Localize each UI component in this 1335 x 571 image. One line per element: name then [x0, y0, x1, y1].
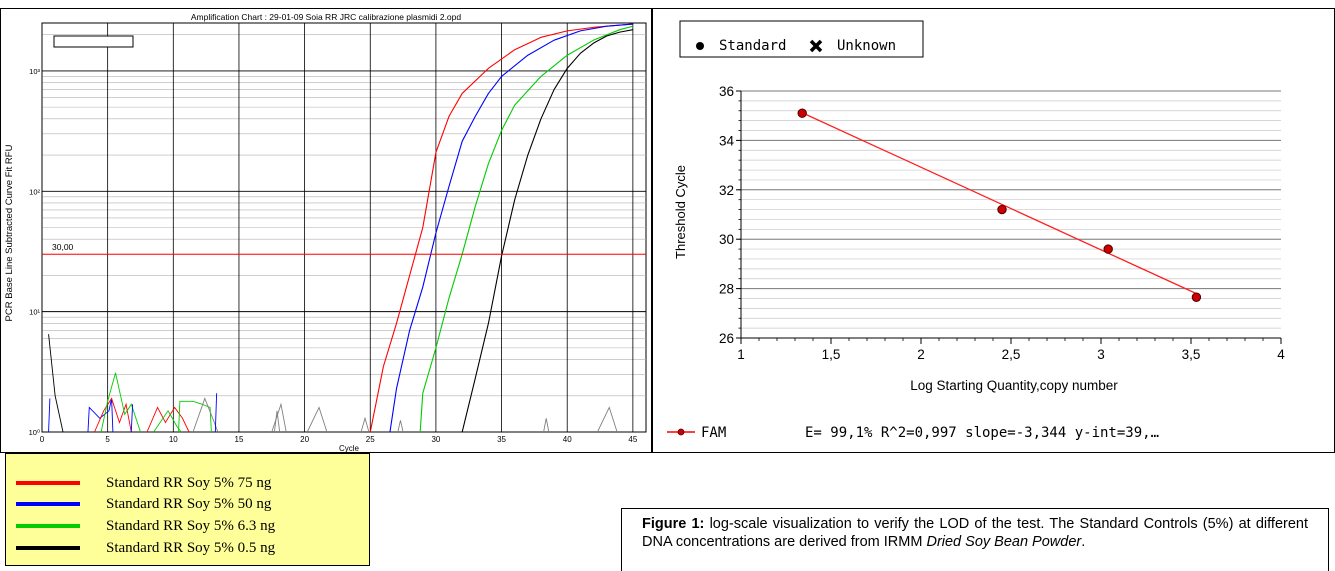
threshold-label: 30,00 — [52, 242, 74, 252]
fam-series-key: FAM — [667, 425, 726, 441]
amp-x-tick-label: 30 — [431, 435, 440, 444]
unknown-legend-label: Unknown — [837, 38, 896, 54]
amplification-curve — [369, 23, 633, 433]
amp-x-tick-label: 10 — [169, 435, 178, 444]
amp-x-tick-label: 35 — [497, 435, 506, 444]
std-y-tick-label: 36 — [719, 84, 734, 99]
legend-swatch — [16, 524, 80, 528]
caption-label: Figure 1: — [642, 516, 705, 532]
standard-marker-icon — [696, 42, 704, 50]
std-x-tick-label: 4 — [1277, 347, 1285, 362]
caption-end: . — [1081, 533, 1086, 550]
noise-trace — [214, 393, 218, 433]
std-plot-area — [741, 91, 1281, 338]
legend-swatch — [16, 481, 80, 485]
std-y-tick-label: 32 — [719, 183, 734, 198]
noise-trace — [48, 334, 64, 433]
standard-point — [1103, 244, 1113, 254]
caption-italic: Dried Soy Bean Powder — [926, 533, 1082, 550]
caption-text: log-scale visualization to verify the LO… — [642, 516, 1308, 550]
noise-trace — [48, 398, 51, 433]
standard-point — [797, 108, 807, 118]
standard-point — [997, 204, 1007, 215]
legend-item-label: Standard RR Soy 5% 75 ng — [106, 474, 272, 491]
amp-legend-placeholder — [53, 35, 134, 48]
legend-item-50ng: Standard RR Soy 5% 50 ng — [16, 494, 271, 514]
noise-trace — [597, 406, 618, 433]
amplification-curve — [461, 29, 633, 433]
noise-trace — [273, 410, 281, 433]
fit-stats: E= 99,1% R^2=0,997 slope=-3,344 y-int=39… — [805, 425, 1159, 441]
noise-trace — [271, 402, 287, 433]
std-y-tick-label: 28 — [719, 282, 734, 297]
amp-x-tick-label: 45 — [628, 435, 637, 444]
amp-x-tick-label: 40 — [563, 435, 572, 444]
legend-swatch — [16, 546, 80, 550]
unknown-marker-icon — [809, 39, 823, 53]
noise-trace — [306, 406, 328, 433]
amp-x-tick-label: 20 — [300, 435, 309, 444]
amplification-curve — [389, 23, 633, 433]
legend-item-label: Standard RR Soy 5% 50 ng — [106, 495, 272, 512]
std-x-tick-label: 3,5 — [1182, 347, 1201, 362]
standard-curve-chart: Standard Unknown 26 28 30 32 34 36 1 1,5 2 2,5 3 3,… — [667, 20, 1285, 441]
std-x-tick-label: 2 — [917, 347, 925, 362]
legend-item-75ng: Standard RR Soy 5% 75 ng — [16, 473, 271, 493]
std-y-tick-label: 34 — [719, 133, 735, 148]
amp-y-tick-label: 10² — [29, 187, 40, 196]
amp-y-axis-label: PCR Base Line Subtracted Curve Fit RFU — [4, 144, 15, 321]
std-x-tick-label: 1,5 — [822, 347, 841, 362]
legend-swatch — [16, 502, 80, 506]
legend-item-6-3ng: Standard RR Soy 5% 6.3 ng — [16, 516, 275, 536]
standard-curve-panel: Standard Unknown 26 28 30 32 34 36 1 1,5 2 2,5 3 3,… — [652, 8, 1335, 453]
noise-trace — [397, 420, 404, 433]
amp-x-axis-label: Cycle — [339, 444, 360, 452]
amp-y-tick-label: 10¹ — [29, 308, 40, 317]
std-y-tick-label: 26 — [719, 331, 734, 346]
standard-point — [1191, 292, 1202, 302]
std-legend: Standard Unknown — [679, 20, 924, 58]
std-x-tick-label: 2,5 — [1002, 347, 1021, 362]
amp-y-tick-label: 10⁰ — [29, 428, 40, 437]
fam-label: FAM — [701, 425, 726, 441]
noise-trace — [153, 409, 182, 433]
legend-item-label: Standard RR Soy 5% 0.5 ng — [106, 539, 276, 556]
std-x-tick-label: 1 — [737, 347, 745, 362]
amp-x-tick-label: 15 — [235, 435, 244, 444]
noise-trace — [94, 397, 132, 433]
amplification-chart: Amplification Chart : 29-01-09 Soia RR J… — [4, 12, 647, 453]
figure-caption: Figure 1: log-scale visualization to ver… — [621, 508, 1329, 571]
noise-trace — [360, 416, 370, 433]
amplification-legend: Standard RR Soy 5% 75 ng Standard RR Soy… — [5, 453, 370, 566]
noise-trace — [130, 404, 134, 433]
amp-chart-title: Amplification Chart : 29-01-09 Soia RR J… — [191, 12, 462, 22]
amp-x-tick-label: 5 — [105, 435, 110, 444]
amp-x-tick-label: 0 — [40, 435, 45, 444]
standard-legend-label: Standard — [719, 38, 786, 54]
std-x-axis-label: Log Starting Quantity,copy number — [910, 378, 1118, 393]
noise-trace — [543, 418, 550, 433]
amplification-curve — [419, 25, 634, 433]
amp-y-tick-label: 10³ — [29, 67, 40, 76]
regression-line — [801, 112, 1197, 295]
legend-item-0-5ng: Standard RR Soy 5% 0.5 ng — [16, 538, 275, 558]
std-y-axis-label: Threshold Cycle — [673, 165, 688, 259]
std-y-tick-label: 30 — [719, 232, 734, 247]
std-x-tick-label: 3 — [1097, 347, 1105, 362]
legend-item-label: Standard RR Soy 5% 6.3 ng — [106, 517, 276, 534]
amp-x-tick-label: 25 — [366, 435, 375, 444]
amplification-chart-panel: Amplification Chart : 29-01-09 Soia RR J… — [0, 8, 652, 453]
